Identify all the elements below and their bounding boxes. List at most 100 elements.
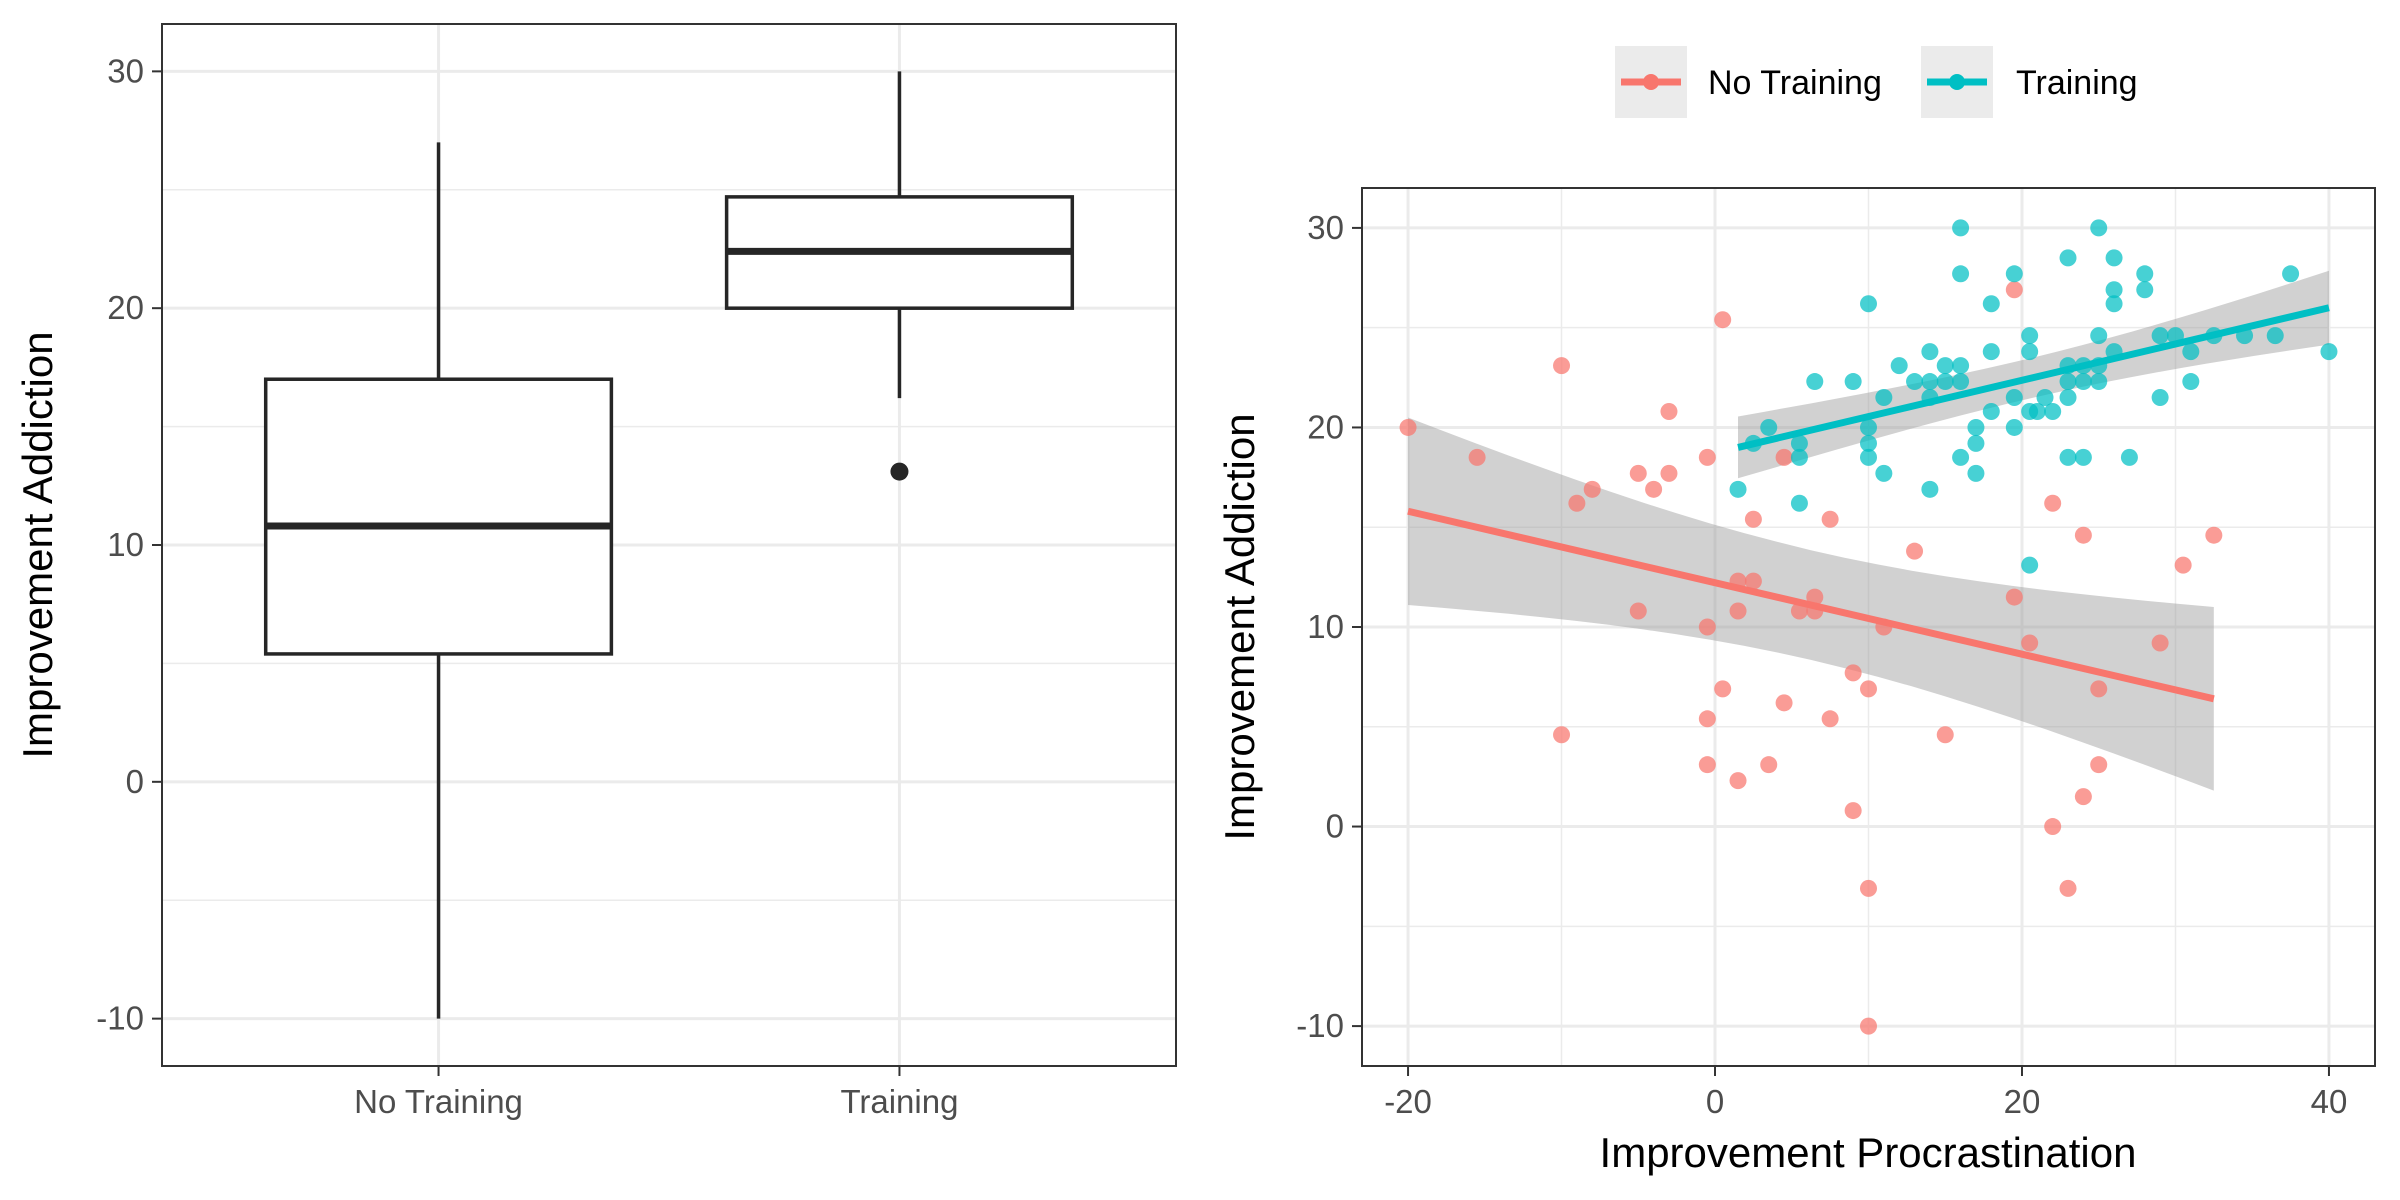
point-no-training <box>1660 464 1678 482</box>
point-training <box>2059 373 2077 391</box>
point-training <box>1729 480 1747 498</box>
point-training <box>1790 494 1808 512</box>
boxplot-axes: -10 0 10 20 30 No Training Training <box>96 52 958 1120</box>
y-tick-label: 30 <box>1307 209 1344 246</box>
point-training <box>1936 373 1954 391</box>
point-no-training <box>1645 480 1663 498</box>
point-no-training <box>1744 572 1762 590</box>
point-training <box>1760 418 1778 436</box>
legend-item-no-training: No Training <box>1615 46 1882 118</box>
point-no-training <box>2021 634 2039 652</box>
point-training <box>1982 343 2000 361</box>
point-no-training <box>1399 418 1417 436</box>
point-no-training <box>1821 710 1839 728</box>
point-no-training <box>1714 680 1732 698</box>
point-training <box>1952 448 1970 466</box>
scatter-marks <box>1399 219 2338 1035</box>
point-training <box>2151 389 2169 407</box>
point-training <box>1875 464 1893 482</box>
point-training <box>2021 343 2039 361</box>
point-training <box>2120 448 2138 466</box>
point-training <box>2090 327 2108 345</box>
point-training <box>1967 434 1985 452</box>
point-no-training <box>1775 694 1793 712</box>
point-no-training <box>2044 494 2062 512</box>
point-no-training <box>1698 618 1716 636</box>
point-no-training <box>1806 588 1824 606</box>
scatter-axes: -10 0 10 20 30 -20 0 20 40 <box>1296 209 2347 1120</box>
legend-key-point <box>1643 74 1659 90</box>
point-training <box>2105 249 2123 267</box>
point-training <box>2005 389 2023 407</box>
y-tick-label: 0 <box>126 763 144 800</box>
point-no-training <box>1698 448 1716 466</box>
point-no-training <box>2074 526 2092 544</box>
legend-item-training: Training <box>1921 46 2138 118</box>
point-training <box>2044 402 2062 420</box>
point-training <box>1860 434 1877 452</box>
scatter-y-axis-title: Improvement Addiction <box>1216 413 1263 840</box>
point-training <box>2182 373 2200 391</box>
point-no-training <box>1775 448 1793 466</box>
point-no-training <box>1583 480 1601 498</box>
point-no-training <box>2151 634 2169 652</box>
regression-lines <box>1407 304 2330 703</box>
point-training <box>2074 448 2092 466</box>
point-no-training <box>1553 726 1571 744</box>
point-training <box>2059 448 2077 466</box>
point-training <box>1967 464 1985 482</box>
point-training <box>2028 402 2046 420</box>
point-no-training <box>2005 281 2023 299</box>
point-no-training <box>1860 1017 1877 1035</box>
point-training <box>1860 448 1877 466</box>
point-training <box>2320 343 2338 361</box>
point-no-training <box>1698 756 1716 774</box>
point-training <box>1844 373 1862 391</box>
point-no-training <box>2005 588 2023 606</box>
point-training <box>1890 357 1908 375</box>
point-no-training <box>1729 602 1747 620</box>
point-training <box>2036 389 2054 407</box>
point-no-training <box>2059 879 2077 897</box>
y-tick-label: -10 <box>96 1000 144 1037</box>
x-tick-label: Training <box>840 1083 958 1120</box>
point-no-training <box>1729 772 1747 790</box>
point-training <box>2074 373 2092 391</box>
point-training <box>1875 389 1893 407</box>
y-tick-label: -10 <box>1296 1007 1344 1044</box>
legend-key-point <box>1949 74 1965 90</box>
point-no-training <box>1844 802 1862 820</box>
point-training <box>2021 327 2039 345</box>
box-iqr <box>263 377 614 656</box>
point-no-training <box>1629 602 1647 620</box>
x-tick-label: No Training <box>354 1083 523 1120</box>
outlier-point <box>890 462 909 481</box>
x-tick-label: 20 <box>2004 1083 2041 1120</box>
point-no-training <box>1468 448 1486 466</box>
point-training <box>2282 265 2300 283</box>
point-training <box>1952 219 1970 237</box>
scatter-x-axis-title: Improvement Procrastination <box>1600 1129 2137 1176</box>
fit-line-training <box>1737 304 2330 451</box>
point-training <box>1906 373 1924 391</box>
point-no-training <box>1860 879 1877 897</box>
legend-label-training: Training <box>2016 64 2138 102</box>
point-no-training <box>1660 402 1678 420</box>
point-no-training <box>2090 756 2108 774</box>
box-no-training <box>263 142 614 1019</box>
point-no-training <box>1760 756 1778 774</box>
point-no-training <box>2174 556 2192 574</box>
point-training <box>1790 448 1808 466</box>
point-training <box>2059 249 2077 267</box>
point-training <box>2105 281 2123 299</box>
point-training <box>1936 357 1954 375</box>
point-training <box>1952 373 1970 391</box>
y-tick-label: 20 <box>107 289 144 326</box>
point-training <box>2005 418 2023 436</box>
x-tick-label: -20 <box>1384 1083 1432 1120</box>
point-training <box>1967 418 1985 436</box>
x-tick-label: 0 <box>1706 1083 1724 1120</box>
point-training <box>1860 418 1877 436</box>
point-training <box>2182 343 2200 361</box>
point-no-training <box>2205 526 2223 544</box>
